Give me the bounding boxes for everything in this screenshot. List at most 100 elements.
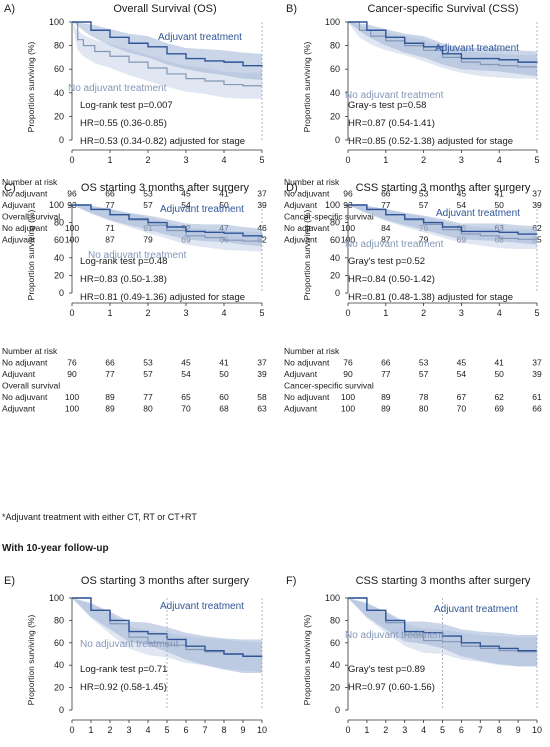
y-tick-label: 20 [54, 111, 64, 121]
survival-cell: 78 [419, 392, 429, 402]
risk-cell: 57 [143, 200, 153, 210]
risk-cell: 57 [143, 369, 153, 379]
x-tick-label: 7 [478, 725, 483, 735]
y-tick-label: 0 [335, 288, 340, 298]
risk-cell: 39 [532, 369, 542, 379]
risk-row-label: Adjuvant [284, 369, 318, 379]
survival-row-label: Adjuvant [284, 404, 318, 414]
survival-line-no-adjuvant [348, 21, 537, 68]
stat-annotation: Log-rank test p=0.71 [80, 664, 167, 675]
y-tick-label: 60 [330, 235, 340, 245]
x-tick-label: 10 [532, 725, 542, 735]
survival-cell: 87 [105, 235, 115, 245]
risk-cell: 77 [381, 200, 391, 210]
x-tick-label: 1 [383, 155, 388, 165]
survival-cell: 63 [257, 404, 267, 414]
risk-table-header: Number at risk [2, 346, 58, 356]
stat-annotation: HR=0.81 (0.48-1.38) adjusted for stage [348, 292, 513, 303]
series-label-no-adjuvant: No adjuvant treatment [345, 90, 444, 101]
risk-cell: 90 [67, 369, 77, 379]
survival-table-header: Cancer-specific survival [284, 212, 374, 222]
survival-cell: 71 [105, 223, 115, 233]
series-label-no-adjuvant: No adjuvant treatment [68, 83, 167, 94]
series-label-no-adjuvant: No adjuvant treatment [88, 250, 187, 261]
y-tick-label: 20 [54, 270, 64, 280]
y-tick-label: 100 [49, 200, 64, 210]
risk-row-label: Adjuvant [2, 200, 36, 210]
risk-row-label: Adjuvant [284, 200, 318, 210]
risk-cell: 96 [67, 189, 77, 199]
footnote: *Adjuvant treatment with either CT, RT o… [2, 512, 197, 522]
y-axis-label: Proportion surviving (%) [26, 614, 36, 705]
y-tick-label: 40 [330, 88, 340, 98]
risk-row-label: No adjuvant [284, 189, 330, 199]
series-label-adjuvant: Adjuvant treatment [436, 208, 520, 219]
risk-cell: 45 [457, 358, 467, 368]
x-tick-label: 5 [440, 725, 445, 735]
risk-cell: 53 [143, 358, 153, 368]
survival-line-adjuvant [348, 204, 538, 235]
x-tick-label: 0 [69, 155, 74, 165]
x-tick-label: 8 [497, 725, 502, 735]
x-tick-label: 8 [221, 725, 226, 735]
survival-cell: 70 [457, 404, 467, 414]
chart-panel-a: A) Overall Survival (OS) Proportion surviv… [2, 3, 267, 245]
panel-letter: B) [286, 3, 297, 15]
series-label-adjuvant: Adjuvant treatment [435, 43, 519, 54]
survival-row-label: Adjuvant [284, 235, 318, 245]
panel-letter: E) [4, 575, 15, 587]
survival-row-label: No adjuvant [2, 392, 48, 402]
survival-cell: 89 [105, 392, 115, 402]
risk-cell: 53 [419, 189, 429, 199]
x-tick-label: 4 [497, 308, 502, 318]
risk-cell: 77 [105, 200, 115, 210]
stat-annotation: HR=0.55 (0.36-0.85) [80, 118, 167, 129]
y-tick-label: 80 [330, 41, 340, 51]
y-tick-label: 60 [54, 638, 64, 648]
risk-row-label: No adjuvant [2, 189, 48, 199]
y-tick-label: 40 [330, 660, 340, 670]
y-tick-label: 80 [54, 218, 64, 228]
risk-table-header: Number at risk [284, 346, 340, 356]
survival-line-adjuvant [72, 597, 262, 657]
x-tick-label: 3 [126, 725, 131, 735]
x-tick-label: 6 [459, 725, 464, 735]
x-tick-label: 2 [145, 155, 150, 165]
chart-title: CSS starting 3 months after surgery [356, 182, 531, 194]
chart-title: Cancer-specific Survival (CSS) [368, 3, 519, 15]
x-tick-label: 0 [345, 725, 350, 735]
survival-cell: 65 [532, 235, 542, 245]
risk-cell: 76 [67, 358, 77, 368]
survival-cell: 79 [419, 235, 429, 245]
risk-cell: 96 [343, 189, 353, 199]
stat-annotation: HR=0.85 (0.52-1.38) adjusted for stage [348, 136, 513, 147]
y-tick-label: 80 [54, 41, 64, 51]
risk-table-header: Number at risk [284, 177, 340, 187]
survival-line-adjuvant [72, 204, 263, 238]
survival-cell: 62 [494, 392, 504, 402]
y-tick-label: 60 [330, 64, 340, 74]
risk-cell: 41 [494, 189, 504, 199]
y-tick-label: 80 [54, 615, 64, 625]
x-tick-label: 6 [183, 725, 188, 735]
y-tick-label: 60 [54, 64, 64, 74]
x-tick-label: 0 [69, 725, 74, 735]
y-tick-label: 40 [54, 253, 64, 263]
x-tick-label: 0 [345, 155, 350, 165]
x-tick-label: 2 [383, 725, 388, 735]
y-tick-label: 60 [54, 235, 64, 245]
panel-letter: D) [286, 182, 298, 194]
survival-cell: 89 [105, 404, 115, 414]
y-tick-label: 60 [330, 638, 340, 648]
risk-cell: 54 [457, 200, 467, 210]
stat-annotation: HR=0.92 (0.58-1.45) [80, 682, 167, 693]
x-tick-label: 5 [534, 155, 539, 165]
risk-cell: 53 [143, 189, 153, 199]
y-tick-label: 0 [59, 705, 64, 715]
y-tick-label: 100 [49, 17, 64, 27]
x-tick-label: 9 [240, 725, 245, 735]
x-tick-label: 4 [421, 725, 426, 735]
risk-cell: 41 [219, 358, 229, 368]
x-tick-label: 0 [69, 308, 74, 318]
panel-letter: C) [4, 182, 16, 194]
